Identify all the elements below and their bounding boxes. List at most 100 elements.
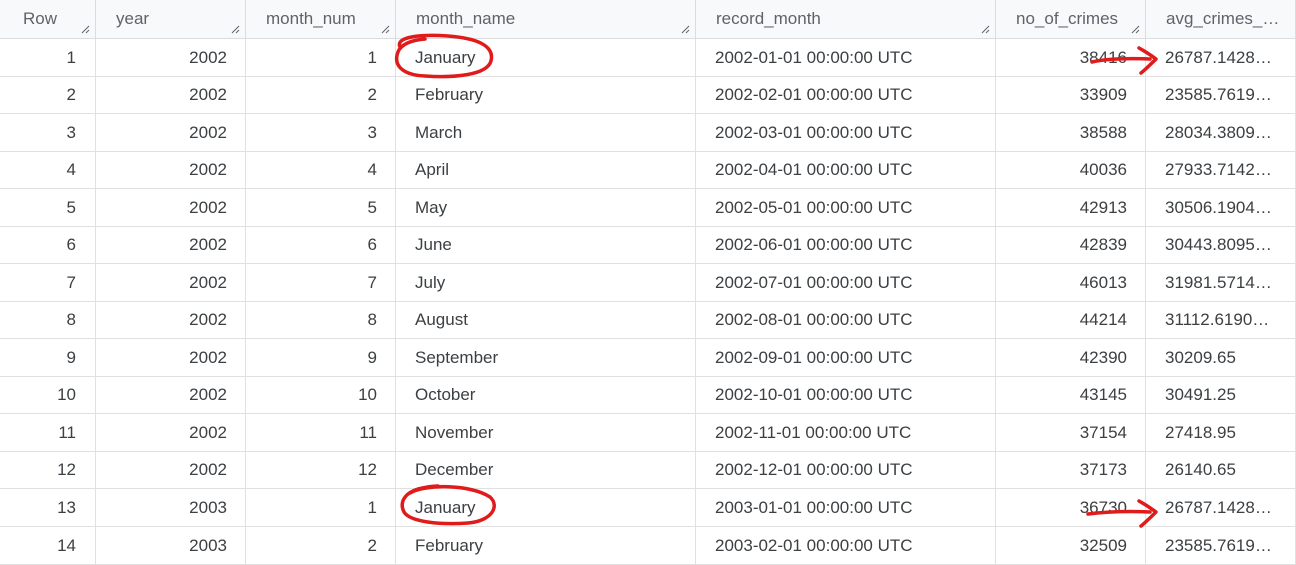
cell-month-num: 11 <box>246 414 396 451</box>
table-row[interactable]: 1 2002 1 January 2002-01-01 00:00:00 UTC 3841… <box>0 39 1296 77</box>
cell-row-number: 3 <box>0 114 96 151</box>
column-header-row-number[interactable]: Row <box>0 0 96 39</box>
cell-avg-crimes: 23585.7619… <box>1146 77 1296 113</box>
cell-no-of-crimes: 42390 <box>996 339 1146 376</box>
cell-month-num: 10 <box>246 377 396 413</box>
column-header-year[interactable]: year <box>96 0 246 39</box>
cell-year: 2002 <box>96 414 246 451</box>
cell-record-month: 2002-10-01 00:00:00 UTC <box>696 377 996 413</box>
table-row[interactable]: 5 2002 5 May 2002-05-01 00:00:00 UTC 42913 305… <box>0 189 1296 227</box>
cell-row-number: 7 <box>0 264 96 301</box>
cell-month-num: 2 <box>246 77 396 113</box>
cell-no-of-crimes: 42913 <box>996 189 1146 226</box>
cell-avg-crimes: 30491.25 <box>1146 377 1296 413</box>
table-row[interactable]: 11 2002 11 November 2002-11-01 00:00:00 UTC 3… <box>0 414 1296 452</box>
cell-month-name: November <box>396 414 696 451</box>
column-header-month-num[interactable]: month_num <box>246 0 396 39</box>
cell-avg-crimes: 30443.8095… <box>1146 227 1296 263</box>
cell-no-of-crimes: 38588 <box>996 114 1146 151</box>
cell-year: 2002 <box>96 39 246 76</box>
cell-row-number: 1 <box>0 39 96 76</box>
cell-row-number: 13 <box>0 489 96 526</box>
cell-no-of-crimes: 32509 <box>996 527 1146 564</box>
table-row[interactable]: 7 2002 7 July 2002-07-01 00:00:00 UTC 46013 31… <box>0 264 1296 302</box>
column-resize-handle-icon[interactable] <box>981 25 990 34</box>
cell-year: 2002 <box>96 114 246 151</box>
cell-row-number: 2 <box>0 77 96 113</box>
column-header-month-name[interactable]: month_name <box>396 0 696 39</box>
column-resize-handle-icon[interactable] <box>81 25 90 34</box>
table-row[interactable]: 6 2002 6 June 2002-06-01 00:00:00 UTC 42839 30… <box>0 227 1296 264</box>
cell-no-of-crimes: 42839 <box>996 227 1146 263</box>
cell-avg-crimes: 30506.1904… <box>1146 189 1296 226</box>
cell-month-name: March <box>396 114 696 151</box>
cell-record-month: 2002-02-01 00:00:00 UTC <box>696 77 996 113</box>
table-row[interactable]: 10 2002 10 October 2002-10-01 00:00:00 UTC 43… <box>0 377 1296 414</box>
cell-avg-crimes: 26787.1428… <box>1146 489 1296 526</box>
cell-record-month: 2002-04-01 00:00:00 UTC <box>696 152 996 188</box>
table-row[interactable]: 14 2003 2 February 2003-02-01 00:00:00 UTC 32… <box>0 527 1296 565</box>
cell-year: 2003 <box>96 489 246 526</box>
column-header-avg-crimes[interactable]: avg_crimes_… <box>1146 0 1296 39</box>
cell-month-num: 9 <box>246 339 396 376</box>
cell-avg-crimes: 31112.6190… <box>1146 302 1296 338</box>
column-resize-handle-icon[interactable] <box>681 25 690 34</box>
cell-no-of-crimes: 43145 <box>996 377 1146 413</box>
table-row[interactable]: 8 2002 8 August 2002-08-01 00:00:00 UTC 44214… <box>0 302 1296 339</box>
cell-no-of-crimes: 38416 <box>996 39 1146 76</box>
column-header-label: year <box>116 9 150 28</box>
cell-month-name: July <box>396 264 696 301</box>
cell-avg-crimes: 27418.95 <box>1146 414 1296 451</box>
cell-month-name: May <box>396 189 696 226</box>
cell-year: 2002 <box>96 452 246 488</box>
cell-record-month: 2002-05-01 00:00:00 UTC <box>696 189 996 226</box>
cell-avg-crimes: 27933.7142… <box>1146 152 1296 188</box>
cell-month-num: 7 <box>246 264 396 301</box>
table-row[interactable]: 3 2002 3 March 2002-03-01 00:00:00 UTC 38588 2… <box>0 114 1296 152</box>
cell-no-of-crimes: 37173 <box>996 452 1146 488</box>
cell-month-name: December <box>396 452 696 488</box>
column-header-no-of-crimes[interactable]: no_of_crimes <box>996 0 1146 39</box>
cell-month-num: 5 <box>246 189 396 226</box>
table-row[interactable]: 4 2002 4 April 2002-04-01 00:00:00 UTC 40036 2… <box>0 152 1296 189</box>
cell-record-month: 2002-03-01 00:00:00 UTC <box>696 114 996 151</box>
cell-month-name: January <box>396 39 696 76</box>
column-resize-handle-icon[interactable] <box>231 25 240 34</box>
cell-month-name: February <box>396 77 696 113</box>
cell-month-name: February <box>396 527 696 564</box>
table-row[interactable]: 13 2003 1 January 2003-01-01 00:00:00 UTC 367… <box>0 489 1296 527</box>
column-header-label: Row <box>23 9 58 28</box>
cell-year: 2002 <box>96 189 246 226</box>
cell-month-num: 1 <box>246 489 396 526</box>
cell-record-month: 2002-07-01 00:00:00 UTC <box>696 264 996 301</box>
column-resize-handle-icon[interactable] <box>1131 25 1140 34</box>
table-row[interactable]: 9 2002 9 September 2002-09-01 00:00:00 UTC 42… <box>0 339 1296 377</box>
table-row[interactable]: 12 2002 12 December 2002-12-01 00:00:00 UTC 3… <box>0 452 1296 489</box>
cell-avg-crimes: 28034.3809… <box>1146 114 1296 151</box>
cell-month-num: 1 <box>246 39 396 76</box>
cell-month-name: January <box>396 489 696 526</box>
cell-avg-crimes: 31981.5714… <box>1146 264 1296 301</box>
column-header-label: record_month <box>716 9 821 28</box>
cell-row-number: 11 <box>0 414 96 451</box>
cell-month-num: 3 <box>246 114 396 151</box>
cell-record-month: 2002-06-01 00:00:00 UTC <box>696 227 996 263</box>
cell-month-name: June <box>396 227 696 263</box>
table-row[interactable]: 2 2002 2 February 2002-02-01 00:00:00 UTC 339… <box>0 77 1296 114</box>
table-header-row: Row year month_num month_name record_month no… <box>0 0 1296 39</box>
column-resize-handle-icon[interactable] <box>381 25 390 34</box>
column-header-record-month[interactable]: record_month <box>696 0 996 39</box>
cell-month-name: October <box>396 377 696 413</box>
cell-no-of-crimes: 36730 <box>996 489 1146 526</box>
cell-year: 2002 <box>96 377 246 413</box>
cell-year: 2002 <box>96 264 246 301</box>
cell-year: 2002 <box>96 77 246 113</box>
cell-no-of-crimes: 37154 <box>996 414 1146 451</box>
cell-row-number: 5 <box>0 189 96 226</box>
cell-avg-crimes: 26140.65 <box>1146 452 1296 488</box>
cell-year: 2002 <box>96 152 246 188</box>
cell-month-num: 4 <box>246 152 396 188</box>
cell-row-number: 8 <box>0 302 96 338</box>
cell-year: 2002 <box>96 339 246 376</box>
cell-row-number: 14 <box>0 527 96 564</box>
